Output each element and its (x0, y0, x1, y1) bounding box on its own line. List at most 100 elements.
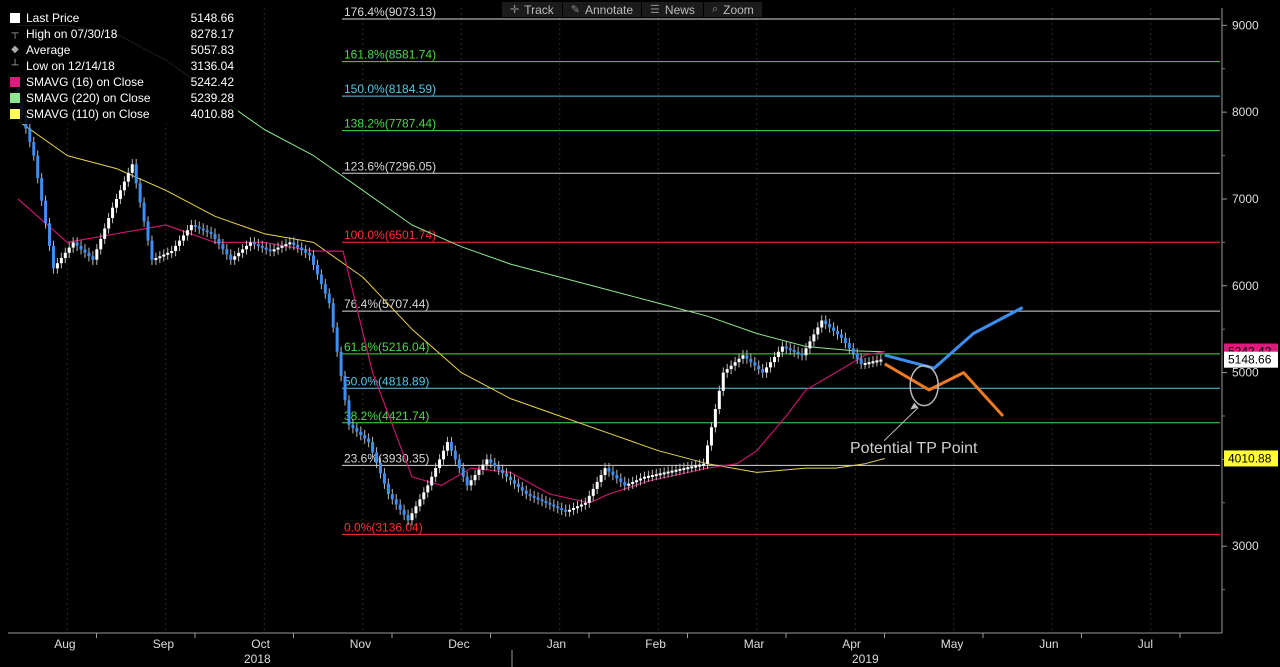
price-candle (808, 341, 812, 349)
legend-swatch (10, 93, 20, 103)
price-candle (315, 264, 319, 275)
legend-value: 4010.88 (190, 107, 234, 121)
price-candle (489, 459, 493, 463)
price-candle (776, 351, 780, 357)
legend-label: Last Price (26, 11, 80, 25)
price-candle (118, 190, 122, 199)
price-candle (292, 242, 296, 245)
price-candle (241, 249, 245, 253)
price-candle (130, 164, 134, 173)
fib-level-label: 23.6%(3930.35) (344, 451, 429, 465)
price-candle (520, 487, 524, 491)
legend-value: 3136.04 (190, 59, 234, 73)
price-candle (308, 252, 312, 256)
price-candle (95, 249, 99, 260)
price-candle (497, 466, 501, 470)
legend-label: SMAVG (16) on Close (26, 75, 144, 89)
price-candle (674, 469, 678, 472)
price-candle (304, 250, 308, 253)
toolbar-track-button[interactable]: ✛ Track (502, 2, 563, 17)
fib-level-label: 38.2%(4421.74) (344, 409, 429, 423)
price-candle (103, 228, 107, 239)
price-candle (252, 242, 256, 245)
price-candle (505, 473, 509, 477)
price-candle (260, 245, 264, 248)
price-candle (832, 327, 836, 331)
legend-label: Average (26, 43, 71, 57)
legend-row: SMAVG (16) on Close 5242.42 (10, 74, 234, 90)
fib-level-label: 150.0%(8184.59) (344, 82, 436, 96)
price-candle (79, 245, 83, 250)
legend-row: Last Price 5148.66 (10, 10, 234, 26)
price-candle (256, 244, 260, 247)
x-axis-month-label: Mar (744, 637, 765, 651)
price-candle (453, 450, 457, 460)
tp-point-circle (909, 364, 939, 407)
x-axis-month-label: Oct (251, 637, 270, 651)
tp-point-arrow (883, 407, 919, 441)
price-candle (390, 494, 394, 500)
price-candle (816, 327, 820, 335)
price-candle (371, 442, 375, 453)
price-candle (146, 221, 150, 241)
low-marker-icon: ┴ (11, 60, 19, 71)
legend-value: 5057.83 (190, 43, 234, 57)
legend-label: High on 07/30/18 (26, 27, 118, 41)
last-price-tag-bg (1224, 351, 1278, 368)
y-axis-label: 5000 (1232, 366, 1259, 380)
price-candle (847, 343, 851, 349)
price-candle (233, 256, 237, 260)
price-candle (485, 459, 489, 465)
price-candle (536, 497, 540, 500)
price-candle (414, 506, 418, 514)
price-candle (615, 475, 619, 479)
price-candle (378, 462, 382, 474)
price-candle (83, 249, 87, 253)
news-icon: ☰ (650, 4, 660, 16)
price-candle (757, 365, 761, 370)
price-candle (532, 495, 536, 498)
price-candle (729, 365, 733, 370)
price-candle (434, 468, 438, 477)
price-candle (99, 238, 103, 250)
price-candle (871, 361, 875, 364)
price-candle (552, 504, 556, 507)
price-candle (363, 435, 367, 439)
sma110-price-tag-bg (1224, 450, 1278, 467)
x-axis-year-label: 2018 (244, 652, 271, 666)
legend-value: 8278.17 (190, 27, 234, 41)
price-candle (788, 348, 792, 351)
price-candle (351, 424, 355, 429)
price-candle (296, 244, 300, 248)
price-candle (312, 255, 315, 265)
price-candle (280, 245, 284, 248)
price-candle (694, 465, 698, 468)
price-candle (568, 509, 572, 512)
price-candle (71, 242, 75, 248)
fib-level-label: 176.4%(9073.13) (344, 5, 436, 19)
price-candle (796, 351, 800, 354)
legend-label: SMAVG (110) on Close (26, 107, 150, 121)
price-candle (382, 473, 386, 484)
toolbar-news-button[interactable]: ☰ News (642, 2, 704, 17)
price-candle (717, 390, 721, 410)
price-candle (402, 509, 406, 515)
x-axis-month-label: Nov (350, 637, 371, 651)
price-candle (67, 247, 71, 253)
price-candle (422, 492, 426, 500)
projection-bearish-line (884, 362, 1005, 418)
price-candle (166, 252, 170, 255)
price-candle (646, 475, 650, 478)
toolbar-zoom-button[interactable]: ⌕ Zoom (704, 2, 763, 17)
price-candle (516, 483, 520, 488)
legend-label: Low on 12/14/18 (26, 59, 115, 73)
price-candle (205, 230, 209, 233)
toolbar-annotate-button[interactable]: ✎ Annotate (563, 2, 643, 17)
price-candle (706, 445, 709, 464)
price-candle (678, 468, 682, 471)
price-candle (544, 501, 548, 504)
price-candle (418, 499, 422, 507)
price-candle (193, 225, 197, 228)
fib-level-label: 50.0%(4818.89) (344, 374, 429, 388)
price-candle (836, 330, 840, 335)
